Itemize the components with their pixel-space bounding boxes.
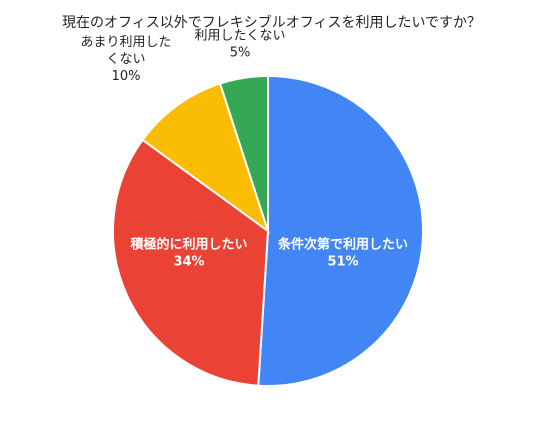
slice-label-3: 利用したくない 5% [194, 29, 285, 61]
chart-title: 現在のオフィス以外でフレキシブルオフィスを利用したいですか？ [62, 14, 481, 31]
slice-value-label: 34% [173, 255, 204, 270]
pie-labels: 条件次第で利用したい 51% 積極的に利用したい 34% あまり利用したくない 10% 利用… [80, 29, 408, 270]
slice-value-label: 5% [230, 46, 251, 61]
slice-name-label: 条件次第で利用したい [278, 237, 408, 253]
slice-label-1: 積極的に利用したい 34% [129, 237, 247, 270]
pie-slices [112, 74, 424, 387]
slice-value-label: 10% [112, 69, 141, 84]
slice-label-0: 条件次第で利用したい 51% [278, 237, 408, 270]
pie-slice-1 [112, 138, 270, 387]
pie-slice-0 [257, 74, 424, 387]
slice-label-2: あまり利用したくない 10% [80, 35, 171, 84]
pie-slice-3 [218, 74, 269, 232]
slice-name-label: くない [106, 52, 145, 67]
slice-name-label: あまり利用した [80, 35, 171, 50]
slice-value-label: 51% [327, 255, 358, 270]
pie-slice-2 [141, 82, 270, 234]
slice-name-label: 積極的に利用したい [129, 237, 247, 253]
slice-name-label: 利用したくない [194, 29, 285, 44]
